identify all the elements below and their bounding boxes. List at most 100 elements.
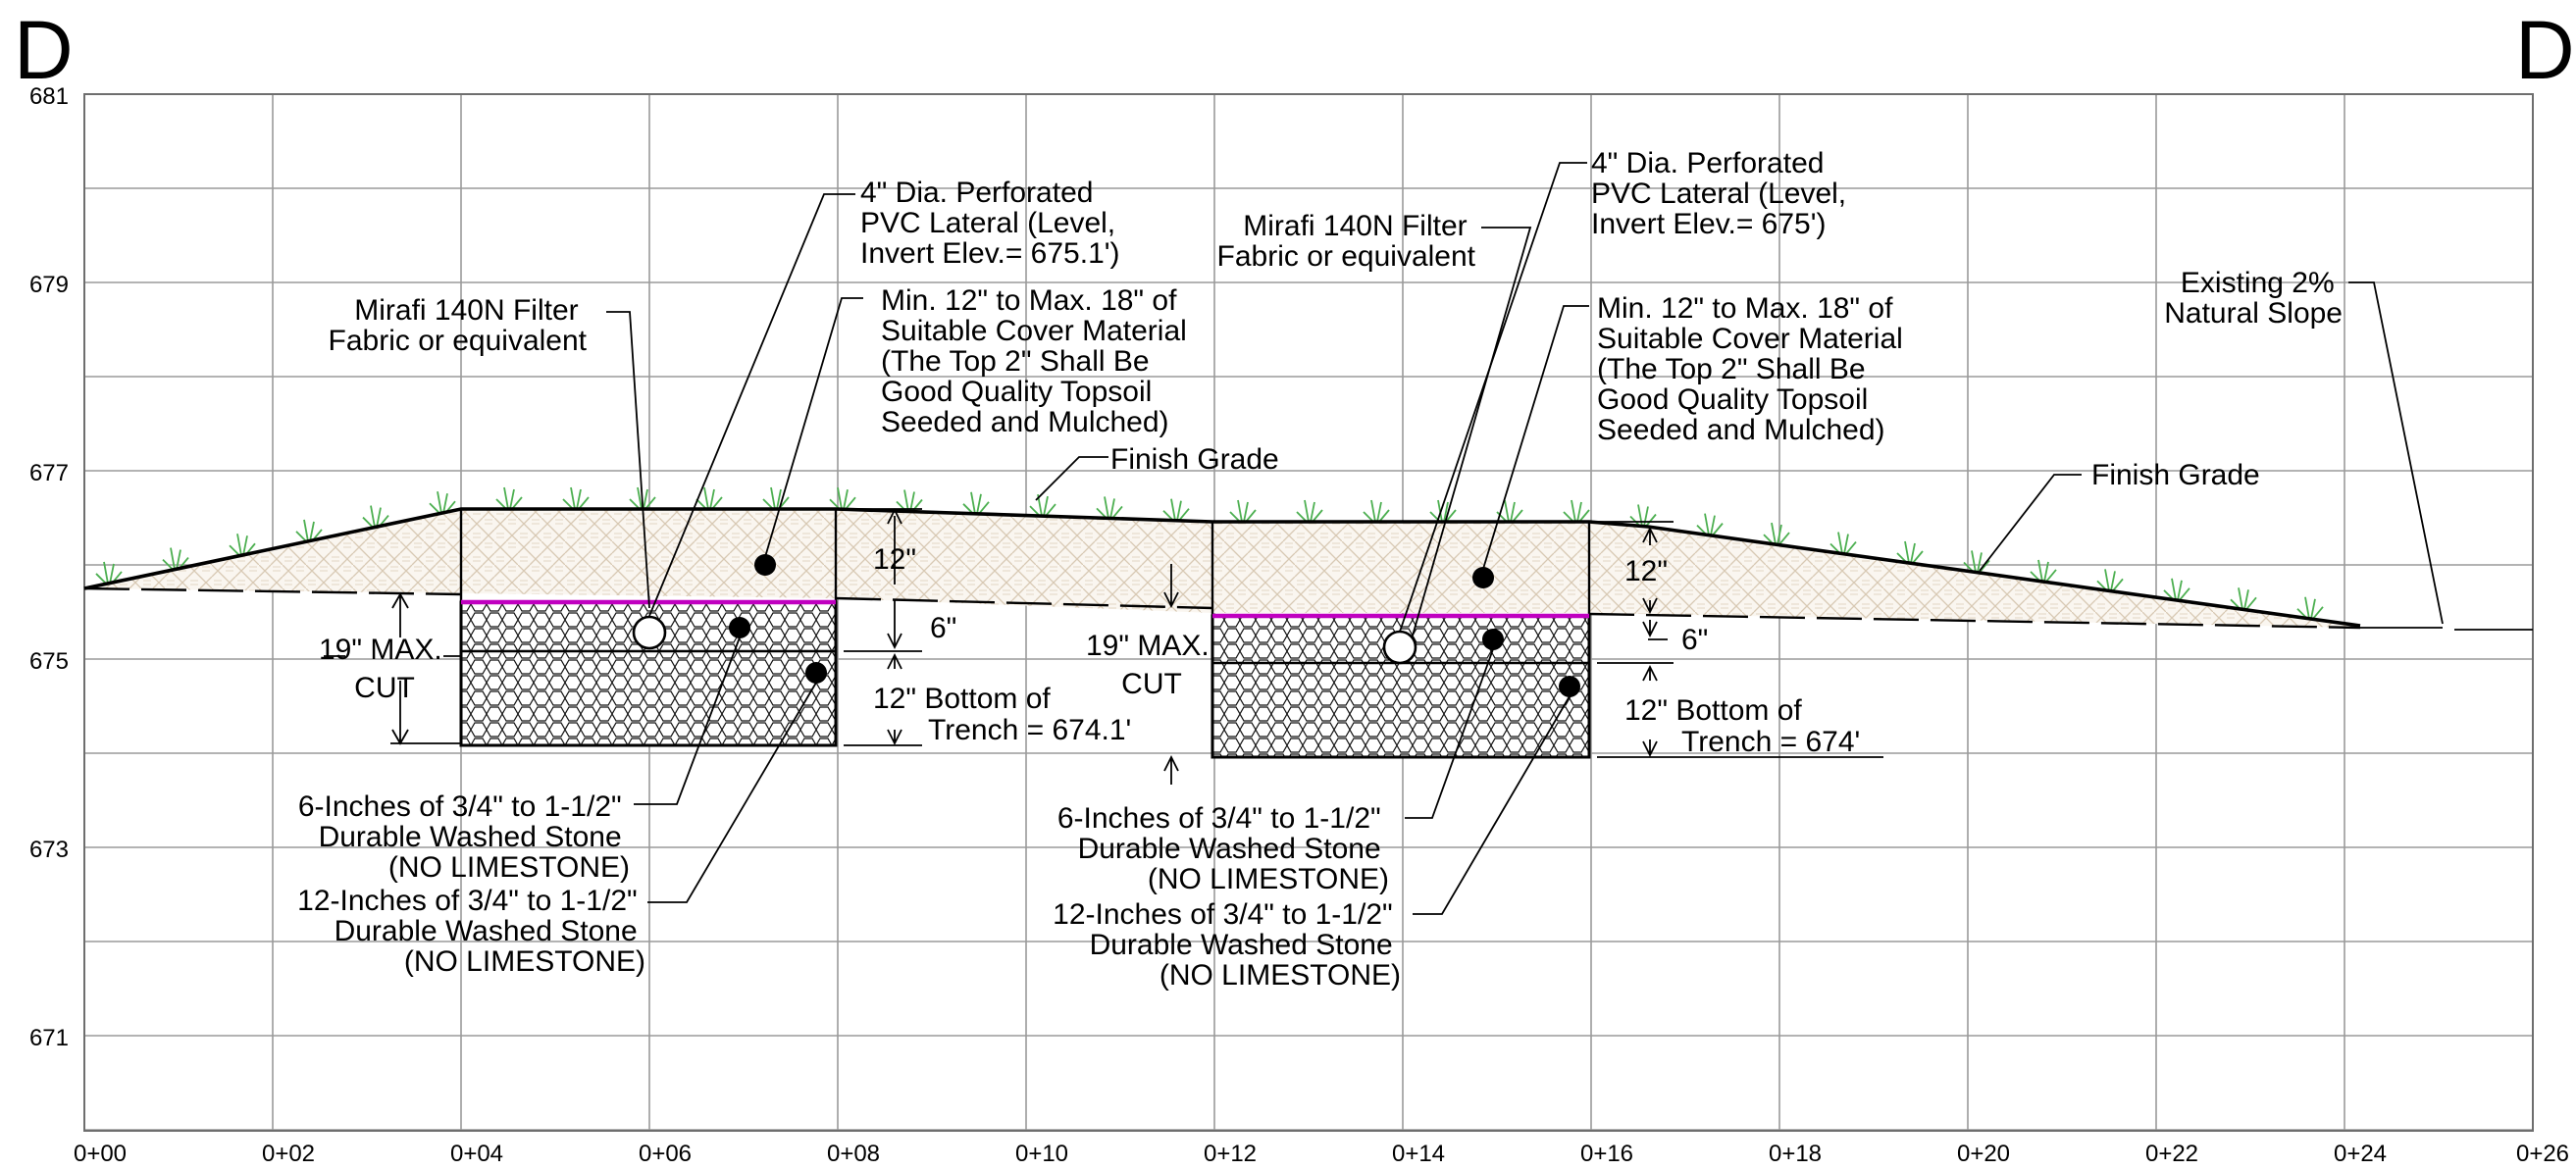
station-label: 0+24	[2334, 1141, 2387, 1167]
left-stone6-note: 6-Inches of 3/4" to 1-1/2" Durable Washe…	[298, 790, 630, 884]
right-stone12-marker	[1559, 676, 1580, 697]
existing-ground-tail	[2360, 627, 2533, 631]
section-start-letter: D	[14, 4, 74, 96]
grass-tuft	[1963, 550, 1990, 574]
station-label: 0+08	[827, 1141, 880, 1167]
grass-tuft	[1629, 504, 1657, 528]
grass-tuft	[1496, 499, 1523, 523]
right-stone6-leader	[1405, 648, 1494, 819]
elevation-label: 673	[29, 837, 69, 863]
grass-tuft	[1029, 493, 1056, 517]
grass-tuft	[762, 486, 790, 510]
fill-mound	[84, 509, 2360, 628]
section-end-letter: D'	[2515, 4, 2576, 96]
grass-tuft	[629, 486, 656, 510]
grass-tuft	[1829, 532, 1857, 555]
grass-tuft	[2230, 587, 2257, 610]
left-trench	[459, 507, 838, 747]
left-max-cut-label: 19" MAX. CUT	[319, 634, 450, 704]
station-axis-labels: 0+00 0+02 0+04 0+06 0+08 0+10 0+12 0+14 …	[74, 1141, 2569, 1167]
grass-tuft	[1096, 496, 1123, 520]
grass-tuft	[429, 491, 456, 514]
station-label: 0+20	[1957, 1141, 2010, 1167]
middle-dim-arrows	[1163, 564, 1179, 785]
station-label: 0+26	[2516, 1141, 2569, 1167]
left-pvc-lateral	[632, 615, 667, 650]
left-max-cut-dim	[390, 592, 461, 745]
grass-tufts	[95, 486, 2324, 620]
grass-tuft	[562, 486, 590, 510]
left-dimensions	[324, 507, 1179, 785]
right-fabric-note: Mirafi 140N Filter Fabric or equivalent	[1217, 210, 1476, 273]
elevation-label: 675	[29, 648, 69, 675]
elevation-label: 677	[29, 460, 69, 486]
grass-tuft	[1162, 498, 1190, 522]
grass-tuft	[896, 489, 923, 513]
grass-tuft	[829, 487, 856, 510]
grass-tuft	[95, 561, 123, 585]
station-label: 0+14	[1392, 1141, 1445, 1167]
left-stone6-marker	[729, 617, 750, 638]
right-dimensions	[1597, 521, 1883, 758]
existing-ground-line	[83, 586, 2361, 630]
station-label: 0+18	[1769, 1141, 1822, 1167]
grass-tuft	[2296, 596, 2324, 620]
station-label: 0+10	[1015, 1141, 1068, 1167]
station-label: 0+00	[74, 1141, 127, 1167]
right-stone12-note: 12-Inches of 3/4" to 1-1/2" Durable Wash…	[1053, 898, 1401, 992]
grass-tuft	[2030, 559, 2057, 583]
grass-tuft	[1296, 499, 1323, 523]
grass-tuft	[2163, 578, 2190, 601]
grass-tuft	[1896, 540, 1924, 564]
left-lateral-leader	[648, 193, 855, 617]
grass-tuft	[229, 534, 256, 556]
grass-tuft	[1229, 499, 1257, 523]
left-cover-leader	[764, 297, 863, 558]
left-finish-grade-leader	[1035, 456, 1108, 501]
station-label: 0+12	[1204, 1141, 1257, 1167]
left-finish-grade-note: Finish Grade	[1110, 443, 1279, 476]
right-dim-extension-lines	[1597, 521, 1883, 758]
grass-tuft	[295, 519, 323, 542]
grass-tuft	[1696, 513, 1724, 536]
right-dim-stone-arrows	[1642, 620, 1658, 758]
grass-tuft	[1363, 499, 1390, 523]
existing-slope-note: Existing 2% Natural Slope	[2164, 267, 2343, 330]
right-fabric-leader	[1412, 227, 1532, 636]
right-cover-leader	[1482, 305, 1589, 570]
right-cover-marker	[1472, 567, 1494, 588]
station-label: 0+22	[2145, 1141, 2198, 1167]
elevation-label: 681	[29, 83, 69, 110]
right-stone12-leader	[1413, 695, 1571, 915]
right-dim-6in-label: 6"	[1681, 624, 1708, 656]
station-label: 0+16	[1580, 1141, 1633, 1167]
left-dim-cover-arrows	[887, 507, 902, 650]
left-lateral-note: 4" Dia. Perforated PVC Lateral (Level, I…	[860, 177, 1123, 270]
right-dim-cover-arrows	[1642, 526, 1658, 615]
station-label: 0+02	[262, 1141, 315, 1167]
grass-tuft	[162, 547, 189, 571]
left-fabric-note: Mirafi 140N Filter Fabric or equivalent	[329, 294, 588, 357]
station-label: 0+04	[450, 1141, 503, 1167]
existing-slope-leader	[2348, 281, 2444, 625]
grass-tuft	[1563, 499, 1590, 523]
left-stone12-note: 12-Inches of 3/4" to 1-1/2" Durable Wash…	[297, 885, 645, 978]
left-dim-stone-arrows	[887, 652, 902, 746]
left-stone6-leader	[634, 636, 741, 805]
right-cover-note: Min. 12" to Max. 18" of Suitable Cover M…	[1597, 292, 1911, 446]
left-dim-cover-label: 12"	[873, 543, 916, 576]
left-dim-bottom-label: 12" Bottom of Trench = 674.1'	[873, 683, 1131, 746]
left-dim-extension-lines	[844, 508, 922, 746]
elevation-label: 679	[29, 272, 69, 298]
right-lateral-note: 4" Dia. Perforated PVC Lateral (Level, I…	[1591, 147, 1854, 240]
grass-tuft	[2096, 569, 2124, 592]
right-dim-cover-label: 12"	[1624, 555, 1668, 587]
grass-tuft	[495, 486, 523, 510]
left-cover-marker	[754, 554, 776, 576]
right-stone6-note: 6-Inches of 3/4" to 1-1/2" Durable Washe…	[1057, 802, 1389, 895]
right-pvc-lateral	[1382, 630, 1417, 665]
left-stone12-marker	[805, 662, 827, 684]
right-lateral-leader	[1399, 162, 1587, 633]
right-stone6-marker	[1482, 629, 1504, 650]
